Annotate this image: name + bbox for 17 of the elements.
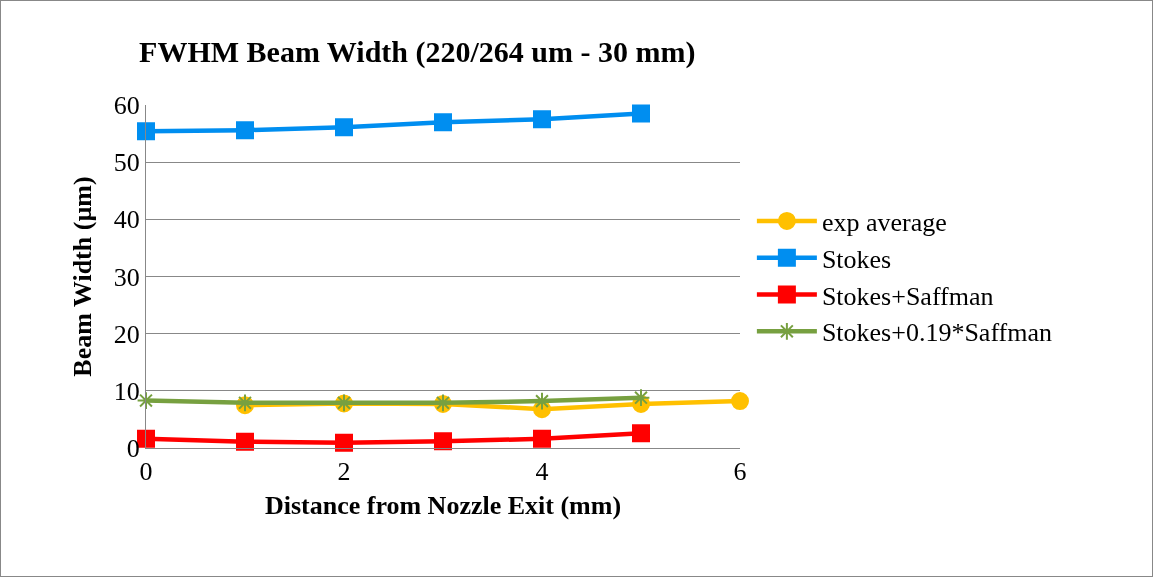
y-axis-title: Beam Width (µm) [68,176,98,377]
x-axis-title: Distance from Nozzle Exit (mm) [264,490,622,520]
x-tick-label: 2 [337,457,351,487]
x-tick-label: 6 [733,457,747,487]
legend-label: Stokes+0.19*Saffman [821,318,1053,348]
y-tick-label: 0 [126,434,140,464]
y-tick-label: 50 [113,148,140,178]
y-tick-label: 10 [113,376,140,406]
chart-title: FWHM Beam Width (220/264 um - 30 mm) [139,35,696,70]
y-tick-label: 20 [113,319,140,349]
legend-label: Stokes [821,244,892,274]
y-tick-label: 40 [113,205,140,235]
x-tick-label: 4 [535,457,549,487]
legend-label: exp average [821,208,947,238]
legend-label: Stokes+Saffman [821,281,994,311]
y-tick-label: 60 [113,91,140,121]
y-tick-label: 30 [113,262,140,292]
